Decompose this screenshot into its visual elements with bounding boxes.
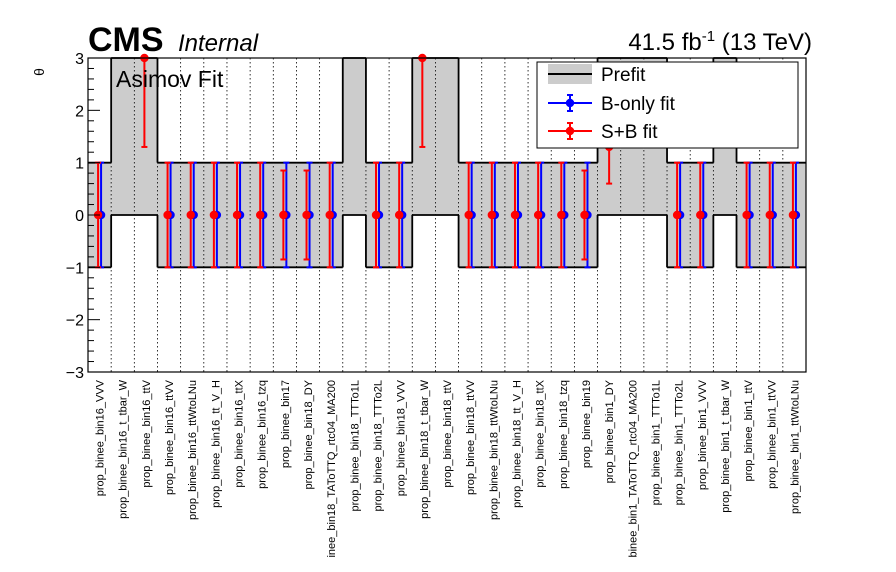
s-b-fit-point [487,210,497,220]
x-tick-label: prop_binee_bin18_ttX [535,379,547,487]
y-tick-label: 1 [75,156,84,173]
x-tick-label: prop_binee_bin1_ttWtoLNu [789,380,801,514]
legend-label: B-only fit [601,94,676,115]
legend-marker-dot [565,98,575,108]
s-b-fit-point [209,210,219,220]
x-tick-labels: prop_binee_bin16_VVV prop_binee_bin16_t_t… [95,379,802,557]
lumi-prefix: 41.5 fb [628,29,701,56]
fit-label: Asimov Fit [116,66,224,92]
y-tick-label: 0 [75,208,84,225]
x-tick-label: prop_binee_bin18_ttVV [465,379,477,495]
y-tick-label: −3 [66,365,84,382]
s-b-fit-point [163,210,172,220]
legend: Prefit B-only fit S+B fit [536,61,799,149]
s-b-fit-point [279,210,288,220]
prefit-band [435,58,459,215]
x-tick-label: prop_binee_bin18_tt_V_H [511,380,523,508]
x-tick-label: prop_binee_bin18_t_tbar_W [419,379,431,518]
y-tick-label: 3 [75,51,84,68]
x-tick-label: prop_binee_bin1_TTTo2L [674,380,686,505]
y-axis-title: θ [31,68,47,76]
s-b-fit-point [394,210,404,220]
y-tick-label: 2 [75,103,84,120]
s-b-fit-point [302,210,311,220]
x-tick-label: prop_binee_bin18_TTTo2L [373,380,385,512]
x-tick-label: prop_binee_bin1_TTTo1L [650,380,662,505]
s-b-fit-point [464,210,473,220]
legend-label: Prefit [601,65,646,86]
x-tick-label: prop_binee_bin16_ttV [141,379,153,487]
x-tick-label: prop_binee_bin16_tzq [257,380,269,489]
prefit-band [342,58,366,215]
x-tick-label: prop_binee_bin1_ttVV [766,379,778,489]
lumi-suffix: (13 TeV) [715,29,812,56]
x-tick-label: prop_binee_bin16_tt_V_H [210,380,222,508]
y-axis: −3 −2 −1 0 1 2 3 [66,51,100,382]
prefit-band [134,58,158,215]
s-b-fit-point [742,210,751,220]
s-b-fit-point [765,210,774,220]
x-tick-label: inee_bin18_TAToTTQ_rtc04_MA200 [326,380,338,558]
s-b-fit-point [580,210,589,220]
experiment-label: CMS [88,21,164,59]
x-tick-label: prop_binee_bin18_DY [303,379,315,489]
x-tick-label: prop_binee_bin16_ttX [234,379,246,487]
x-tick-label: prop_binee_bin18_VVV [396,379,408,496]
lumi-label: 41.5 fb-1 (13 TeV) [628,28,812,56]
x-tick-label: prop_binee_bin18_ttV [442,379,454,487]
x-tick-label: prop_binee_bin16_VVV [95,379,107,496]
x-tick-label: prop_binee_bin16_ttWtoLNu [187,380,199,520]
x-tick-label: prop_binee_bin18_tzq [558,380,570,489]
s-b-fit-point [788,210,798,220]
s-b-fit-point [325,210,334,220]
x-tick-label: prop_binee_bin1_VVV [697,379,709,490]
s-b-fit-point [371,210,381,220]
s-b-fit-point [696,210,705,220]
s-b-fit-point [186,210,195,220]
s-b-fit-point [232,210,242,220]
x-tick-label: prop_binee_bin17 [280,380,292,468]
prefit-band [111,58,135,215]
s-b-fit-point [557,210,566,220]
s-b-fit-point [672,210,682,220]
legend-marker-dot [565,126,575,136]
x-tick-label: prop_binee_bin1_DY [604,379,616,483]
s-b-fit-point [256,210,265,220]
x-tick-label: prop_binee_bin1_ttV [743,379,755,481]
y-tick-label: −1 [66,260,84,277]
x-tick-label: prop_binee_bin16_t_tbar_W [118,379,130,518]
lumi-exponent: -1 [702,28,715,45]
x-tick-label: prop_binee_bin18_ttWtoLNu [488,380,500,520]
y-tick-label: −2 [66,313,84,330]
status-label: Internal [178,30,259,57]
s-b-fit-point [510,210,520,220]
prefit-band [412,58,436,215]
x-tick-label: prop_binee_bin1_t_tbar_W [720,379,732,512]
x-tick-label: prop_binee_bin18_TTTo1L [349,380,361,512]
x-tick-label: prop_binee_bin16_ttVV [164,379,176,495]
x-tick-label: prop_binee_bin19 [581,380,593,468]
x-tick-label: binee_bin1_TAToTTQ_rtc04_MA200 [627,380,639,558]
legend-label: S+B fit [601,122,658,143]
s-b-fit-point [533,210,543,220]
